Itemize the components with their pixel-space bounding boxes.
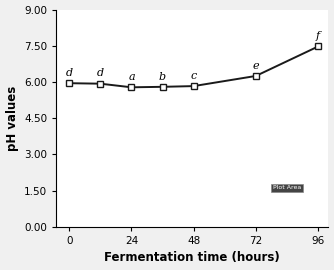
X-axis label: Fermentation time (hours): Fermentation time (hours) (105, 251, 280, 264)
Text: c: c (190, 71, 197, 81)
Text: Plot Area: Plot Area (273, 185, 301, 190)
Text: d: d (97, 68, 104, 78)
Text: e: e (253, 61, 259, 71)
Text: a: a (128, 72, 135, 82)
Text: f: f (316, 31, 320, 41)
Y-axis label: pH values: pH values (6, 86, 19, 151)
Text: b: b (159, 72, 166, 82)
Text: d: d (66, 68, 73, 78)
